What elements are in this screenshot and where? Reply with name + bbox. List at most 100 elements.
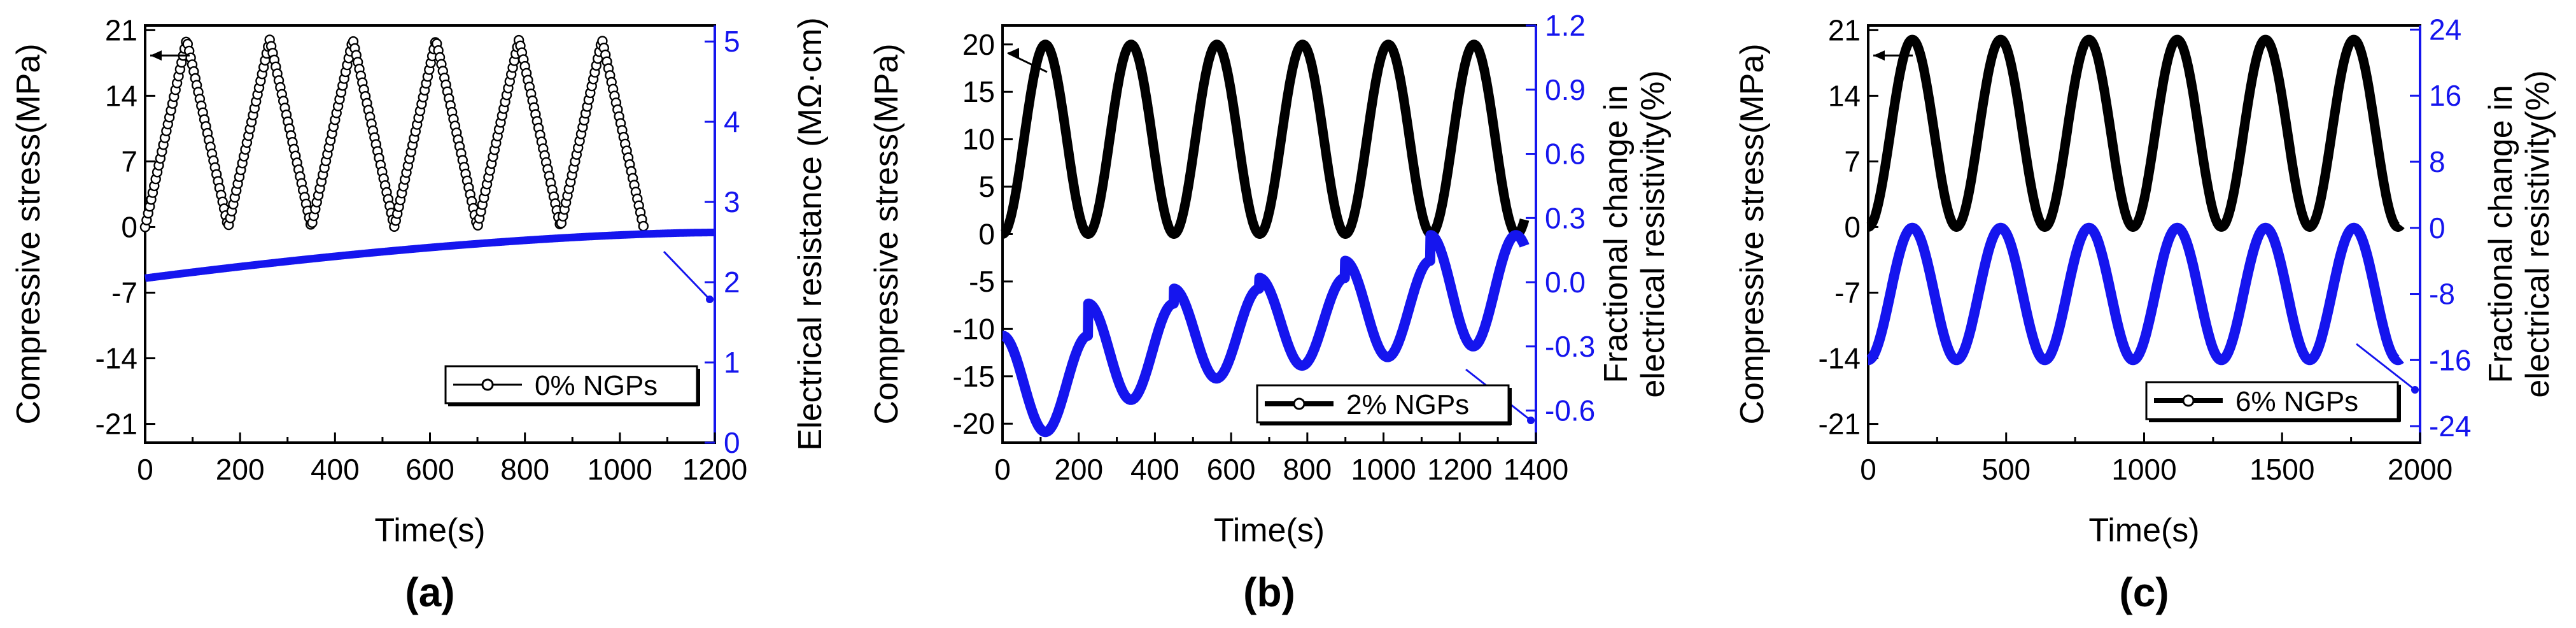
y-right-axis-title: electrical resistivity(%): [2519, 70, 2556, 397]
legend-label: 6% NGPs: [2235, 386, 2358, 417]
y-left-tick-label: 0: [121, 210, 137, 243]
y-left-tick-label: 21: [105, 13, 137, 46]
legend-label: 2% NGPs: [1346, 389, 1469, 420]
y-right-tick-label: -16: [2429, 343, 2471, 376]
y-right-tick-label: 0: [2429, 211, 2446, 245]
x-axis-title: Time(s): [2088, 512, 2199, 549]
left-axis-arrowhead: [1873, 50, 1885, 61]
panel-label: (c): [2119, 569, 2169, 615]
x-tick-label: 400: [1130, 453, 1179, 486]
legend-marker: [481, 378, 494, 391]
x-tick-label: 600: [405, 453, 454, 486]
y-left-tick-label: 20: [962, 28, 995, 61]
y-left-tick-label: 7: [121, 145, 137, 178]
stress-point: [638, 220, 649, 232]
legend-shadow-bottom: [2149, 419, 2400, 422]
x-tick-label: 2000: [2388, 453, 2453, 486]
x-tick-label: 1000: [588, 453, 652, 486]
legend-shadow-right: [697, 369, 700, 406]
y-left-tick-label: -5: [969, 265, 995, 298]
panel-label: (a): [405, 569, 454, 615]
x-tick-label: 1000: [2111, 453, 2176, 486]
y-left-tick-label: -15: [953, 360, 995, 393]
legend-shadow-right: [2398, 385, 2401, 422]
y-right-tick-label: -8: [2429, 278, 2455, 311]
legend-label: 0% NGPs: [535, 370, 658, 401]
y-left-tick-label: -10: [953, 312, 995, 345]
right-axis-arrowhead: [2411, 386, 2419, 394]
y-right-tick-label: -24: [2429, 410, 2471, 443]
x-tick-label: 0: [137, 453, 153, 486]
y-left-axis-title: Compressive stress(MPa): [10, 43, 47, 424]
y-right-tick-label: -0.6: [1545, 394, 1595, 427]
x-tick-label: 1200: [1427, 453, 1492, 486]
y-right-tick-label: 0.6: [1545, 138, 1586, 171]
y-right-tick-label: 2: [724, 266, 740, 299]
y-right-tick-label: 8: [2429, 145, 2446, 178]
y-right-tick-label: 0.3: [1545, 201, 1586, 234]
y-left-tick-label: -7: [111, 276, 137, 309]
y-left-tick-label: 0: [1844, 210, 1861, 243]
y-right-tick-label: 1: [724, 346, 740, 379]
x-axis-title: Time(s): [374, 512, 485, 549]
x-axis-title: Time(s): [1214, 512, 1325, 549]
left-axis-arrow: [1007, 52, 1048, 73]
x-tick-label: 1000: [1351, 453, 1416, 486]
legend-shadow-bottom: [1260, 422, 1511, 425]
series-line-stress: [998, 39, 1530, 239]
legend-marker: [1293, 397, 1306, 410]
y-left-tick-label: -20: [953, 407, 995, 440]
y-left-axis-title: Compressive stress(MPa): [1734, 43, 1771, 424]
x-tick-label: 0: [1860, 453, 1876, 486]
panel-label: (b): [1243, 569, 1295, 615]
x-tick-label: 1500: [2249, 453, 2314, 486]
series-line-stress: [1864, 34, 2405, 232]
y-left-tick-label: -7: [1834, 276, 1861, 309]
y-left-tick-label: 14: [1828, 79, 1861, 112]
y-left-tick-label: -14: [95, 342, 137, 375]
y-left-tick-label: -14: [1819, 342, 1861, 375]
y-right-tick-label: 4: [724, 105, 740, 138]
y-left-tick-label: -21: [1819, 408, 1861, 441]
x-tick-label: 800: [1283, 453, 1332, 486]
y-left-tick-label: 7: [1844, 145, 1861, 178]
legend-shadow-bottom: [448, 403, 700, 406]
right-axis-arrow: [663, 250, 711, 301]
right-axis-arrow: [2356, 343, 2416, 391]
y-left-axis-title: Compressive stress(MPa): [868, 43, 905, 424]
y-left-tick-label: 5: [978, 170, 995, 203]
y-right-axis-title: Electrical resistance (MΩ·cm): [792, 17, 829, 450]
x-tick-label: 0: [994, 453, 1011, 486]
panel-c: 0 500 1000 1500 2000 -21 -14 -7 0 7 14 21 -24 -16 -8 0 8…: [1734, 13, 2556, 615]
panel-a: 0 200 400 600 800 1000 1200 -21 -14 -7 0 7 14 21 0 1 2 3 4…: [10, 13, 829, 615]
y-right-tick-label: -0.3: [1545, 330, 1595, 363]
left-axis-arrowhead: [1008, 48, 1019, 59]
right-axis-arrowhead: [706, 296, 714, 303]
y-right-tick-label: 16: [2429, 79, 2461, 112]
legend-marker: [2182, 394, 2195, 407]
y-left-tick-label: 21: [1828, 13, 1861, 46]
x-tick-label: 500: [1981, 453, 2031, 486]
x-tick-label: 600: [1207, 453, 1256, 486]
y-left-tick-label: 0: [978, 218, 995, 251]
y-right-axis-title: electrical resistivity(%): [1635, 70, 1672, 397]
x-tick-label: 200: [1054, 453, 1103, 486]
y-right-tick-label: 5: [724, 25, 740, 58]
x-tick-label: 1400: [1503, 453, 1568, 486]
x-tick-label: 400: [311, 453, 360, 486]
y-right-axis-title: Fractional change in: [2482, 85, 2519, 383]
left-axis-arrowhead: [150, 50, 162, 61]
x-tick-label: 1200: [682, 453, 747, 486]
y-left-tick-label: 15: [962, 75, 995, 108]
y-right-tick-label: 0: [724, 426, 740, 459]
series-line-resistivity: [141, 229, 719, 282]
y-right-tick-label: 3: [724, 185, 740, 218]
y-right-axis-title: Fractional change in: [1598, 85, 1635, 383]
y-left-tick-label: -21: [95, 408, 137, 441]
legend-shadow-right: [1509, 388, 1512, 425]
y-left-tick-label: 10: [962, 123, 995, 156]
panel-b: 0 200 400 600 800 1000 1200 1400 -20 -15 -10 -5 0 5 10…: [868, 9, 1672, 615]
y-right-tick-label: 24: [2429, 13, 2461, 46]
y-right-tick-label: 1.2: [1545, 9, 1586, 42]
